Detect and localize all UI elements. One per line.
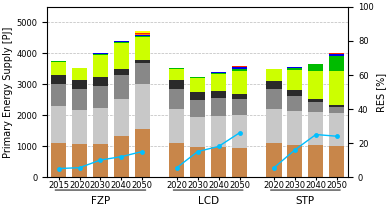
- Bar: [135, 60, 150, 63]
- Bar: [266, 81, 282, 89]
- Bar: [308, 112, 323, 145]
- Bar: [232, 71, 247, 94]
- Bar: [287, 145, 303, 177]
- Bar: [169, 109, 184, 143]
- Bar: [169, 68, 184, 80]
- Bar: [190, 78, 205, 92]
- Bar: [266, 68, 282, 69]
- Bar: [329, 71, 344, 105]
- Bar: [308, 99, 323, 102]
- Bar: [266, 143, 282, 177]
- Bar: [93, 55, 108, 77]
- Bar: [169, 143, 184, 177]
- Bar: [135, 37, 150, 60]
- Bar: [72, 110, 87, 144]
- Bar: [211, 116, 226, 147]
- Text: FZP: FZP: [91, 196, 110, 206]
- Bar: [93, 54, 108, 55]
- Bar: [114, 69, 129, 75]
- Bar: [329, 113, 344, 146]
- Bar: [329, 54, 344, 55]
- Bar: [287, 96, 303, 111]
- Bar: [51, 106, 66, 143]
- Bar: [135, 35, 150, 36]
- Bar: [135, 31, 150, 33]
- Bar: [232, 94, 247, 99]
- Bar: [93, 77, 108, 86]
- Bar: [287, 70, 303, 90]
- Bar: [211, 98, 226, 116]
- Bar: [72, 80, 87, 89]
- Bar: [135, 33, 150, 34]
- Bar: [51, 62, 66, 75]
- Bar: [287, 90, 303, 96]
- Bar: [190, 117, 205, 147]
- Bar: [72, 68, 87, 80]
- Bar: [135, 63, 150, 84]
- Bar: [51, 61, 66, 62]
- Bar: [190, 100, 205, 117]
- Text: LCD: LCD: [198, 196, 219, 206]
- Bar: [308, 64, 323, 71]
- Bar: [72, 144, 87, 177]
- Bar: [114, 136, 129, 177]
- Bar: [308, 145, 323, 177]
- Bar: [287, 68, 303, 70]
- Bar: [114, 99, 129, 136]
- Y-axis label: Primary Energy Supply [PJ]: Primary Energy Supply [PJ]: [4, 26, 14, 158]
- Text: STP: STP: [296, 196, 315, 206]
- Bar: [287, 67, 303, 68]
- Bar: [114, 43, 129, 69]
- Bar: [329, 146, 344, 177]
- Bar: [93, 108, 108, 144]
- Bar: [169, 89, 184, 109]
- Bar: [308, 71, 323, 99]
- Bar: [232, 99, 247, 115]
- Bar: [135, 84, 150, 129]
- Bar: [135, 129, 150, 177]
- Bar: [51, 84, 66, 106]
- Bar: [93, 144, 108, 177]
- Bar: [135, 36, 150, 37]
- Bar: [211, 74, 226, 91]
- Bar: [51, 143, 66, 177]
- Bar: [190, 92, 205, 100]
- Bar: [232, 67, 247, 68]
- Bar: [211, 91, 226, 98]
- Bar: [329, 55, 344, 71]
- Bar: [266, 69, 282, 81]
- Bar: [232, 148, 247, 177]
- Bar: [72, 89, 87, 110]
- Bar: [211, 72, 226, 73]
- Bar: [114, 42, 129, 43]
- Bar: [266, 89, 282, 109]
- Bar: [287, 111, 303, 145]
- Bar: [266, 109, 282, 143]
- Bar: [232, 68, 247, 71]
- Bar: [329, 105, 344, 106]
- Bar: [114, 75, 129, 99]
- Bar: [211, 73, 226, 74]
- Bar: [329, 53, 344, 54]
- Bar: [169, 80, 184, 89]
- Bar: [232, 66, 247, 67]
- Y-axis label: RES [%]: RES [%]: [376, 72, 386, 112]
- Bar: [93, 86, 108, 108]
- Bar: [190, 147, 205, 177]
- Bar: [114, 41, 129, 42]
- Bar: [329, 106, 344, 113]
- Bar: [308, 102, 323, 112]
- Bar: [211, 147, 226, 177]
- Bar: [51, 75, 66, 84]
- Bar: [190, 77, 205, 78]
- Bar: [232, 115, 247, 148]
- Bar: [135, 34, 150, 35]
- Bar: [93, 53, 108, 54]
